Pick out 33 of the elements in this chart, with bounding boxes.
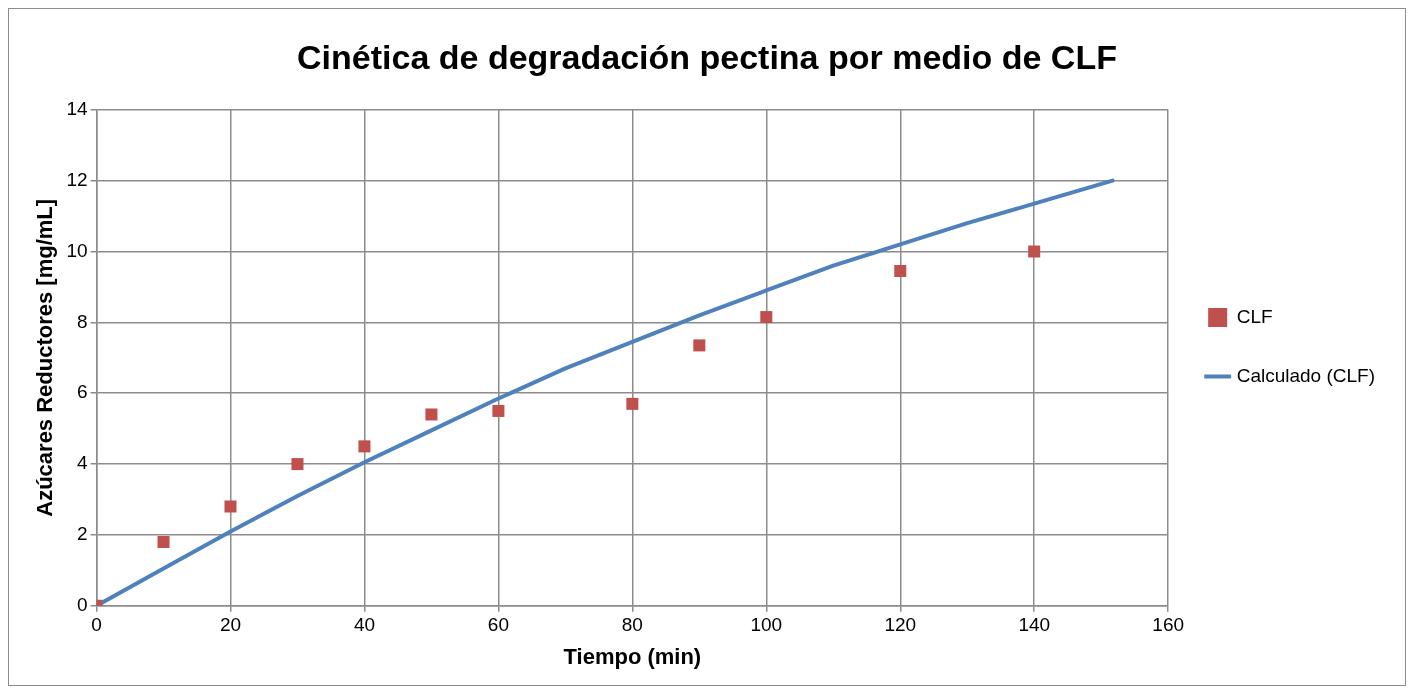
point [157,536,170,549]
y-tick-label: 10 [66,239,88,261]
y-tick-label: 2 [76,523,88,545]
point [894,264,907,278]
y-tick-label: 12 [66,168,88,190]
point [291,458,304,471]
x-axis-title: Tiempo (min) [563,643,702,669]
x-tick-label: 100 [750,614,783,636]
x-tick-label: 20 [219,614,242,636]
x-tick-label: 60 [487,614,509,636]
x-tick-label: 160 [1152,614,1185,636]
point [224,500,237,513]
x-tick-label: 120 [884,614,917,636]
y-tick-label: 14 [66,98,88,120]
y-tick-label: 0 [76,594,88,616]
legend-label: Calculado (CLF) [1236,364,1375,386]
x-tick-label: 0 [91,614,102,636]
chart-title: Cinética de degradación pectina por medio de CLF [297,37,1117,76]
point [693,339,706,352]
point [425,408,438,421]
point [358,440,371,453]
y-tick-label: 4 [76,452,88,474]
y-tick-label: 6 [76,381,88,403]
point [626,397,639,410]
x-tick-label: 40 [353,614,376,636]
point [1028,245,1041,258]
y-tick-label: 8 [76,310,88,332]
x-tick-label: 80 [621,614,643,636]
point [760,311,773,324]
y-axis-title: Azúcares Reductores [mg/mL] [32,198,58,517]
point [492,404,505,417]
legend-label: CLF [1236,305,1273,327]
x-tick-label: 140 [1018,614,1051,636]
